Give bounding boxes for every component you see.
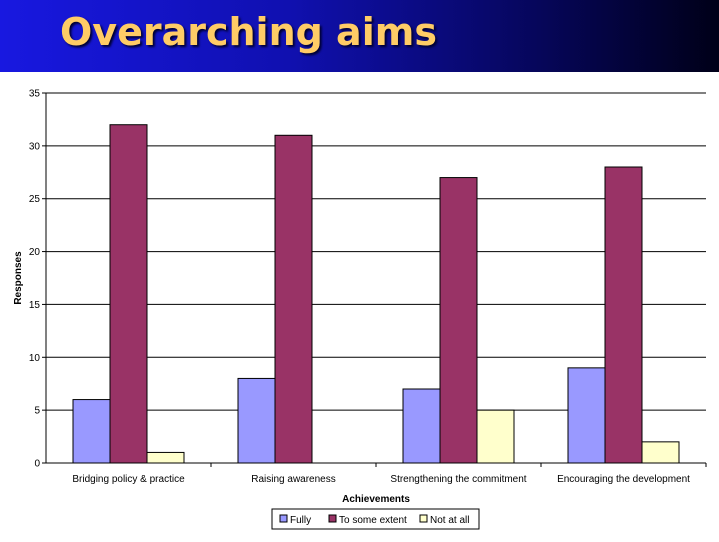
legend-swatch (419, 514, 428, 523)
legend-label: To some extent (339, 515, 407, 526)
y-tick-label: 20 (29, 247, 41, 258)
bar-fully (567, 367, 606, 464)
y-tick-label: 15 (29, 300, 41, 311)
bar-to-some-extent (109, 124, 148, 464)
bar-to-some-extent (604, 166, 643, 464)
x-axis-label: Achievements (342, 494, 410, 505)
bar-chart: 0 5 10 15 20 25 30 35 Bridging policy & practice… (13, 89, 707, 530)
x-tick-label: Encouraging the development (557, 474, 690, 485)
legend-swatch (328, 514, 337, 523)
slide-title: Overarching aims (60, 10, 437, 54)
bar-to-some-extent (439, 177, 478, 464)
y-tick-label: 0 (34, 459, 40, 470)
bar-not-at-all (641, 441, 680, 464)
y-tick-label: 5 (34, 406, 40, 417)
slide-header: Overarching aims (0, 0, 719, 72)
bar-not-at-all (146, 451, 185, 464)
legend-label: Not at all (430, 515, 469, 526)
bar-fully (72, 399, 111, 464)
legend-box (271, 508, 480, 530)
legend-label: Fully (290, 515, 311, 526)
x-tick-label: Raising awareness (251, 474, 336, 485)
y-tick-label: 10 (29, 353, 41, 364)
y-tick-label: 30 (29, 141, 41, 152)
x-tick-label: Bridging policy & practice (72, 474, 185, 485)
y-axis-label: Responses (13, 251, 24, 305)
bar-not-at-all (476, 409, 515, 464)
legend-swatch (279, 514, 288, 523)
bar-fully (237, 377, 276, 464)
y-tick-label: 25 (29, 194, 41, 205)
y-tick-label: 35 (29, 89, 41, 100)
bar-to-some-extent (274, 134, 313, 464)
x-tick-label: Strengthening the commitment (390, 474, 526, 485)
bar-fully (402, 388, 441, 464)
